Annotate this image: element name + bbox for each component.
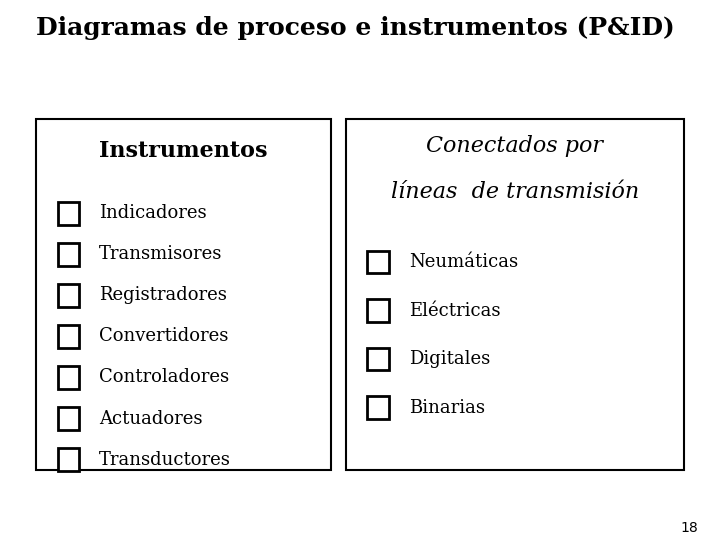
FancyBboxPatch shape bbox=[367, 251, 389, 273]
Text: Binarias: Binarias bbox=[409, 399, 485, 417]
FancyBboxPatch shape bbox=[58, 284, 79, 307]
FancyBboxPatch shape bbox=[58, 448, 79, 471]
FancyBboxPatch shape bbox=[36, 119, 331, 470]
Text: Instrumentos: Instrumentos bbox=[99, 140, 268, 163]
Text: Convertidores: Convertidores bbox=[99, 327, 229, 346]
FancyBboxPatch shape bbox=[58, 407, 79, 430]
FancyBboxPatch shape bbox=[367, 396, 389, 419]
Text: Transductores: Transductores bbox=[99, 450, 231, 469]
Text: Neumáticas: Neumáticas bbox=[409, 253, 518, 271]
Text: líneas  de transmisión: líneas de transmisión bbox=[391, 181, 639, 203]
FancyBboxPatch shape bbox=[346, 119, 684, 470]
Text: Actuadores: Actuadores bbox=[99, 409, 203, 428]
FancyBboxPatch shape bbox=[58, 202, 79, 225]
FancyBboxPatch shape bbox=[367, 348, 389, 370]
Text: Registradores: Registradores bbox=[99, 286, 228, 305]
Text: Controladores: Controladores bbox=[99, 368, 230, 387]
Text: Diagramas de proceso e instrumentos (P&ID): Diagramas de proceso e instrumentos (P&I… bbox=[36, 16, 675, 40]
FancyBboxPatch shape bbox=[58, 325, 79, 348]
FancyBboxPatch shape bbox=[367, 299, 389, 322]
Text: Eléctricas: Eléctricas bbox=[409, 301, 500, 320]
Text: Digitales: Digitales bbox=[409, 350, 490, 368]
Text: Indicadores: Indicadores bbox=[99, 204, 207, 222]
Text: Transmisores: Transmisores bbox=[99, 245, 222, 264]
FancyBboxPatch shape bbox=[58, 366, 79, 389]
FancyBboxPatch shape bbox=[58, 243, 79, 266]
Text: 18: 18 bbox=[680, 521, 698, 535]
Text: Conectados por: Conectados por bbox=[426, 135, 603, 157]
